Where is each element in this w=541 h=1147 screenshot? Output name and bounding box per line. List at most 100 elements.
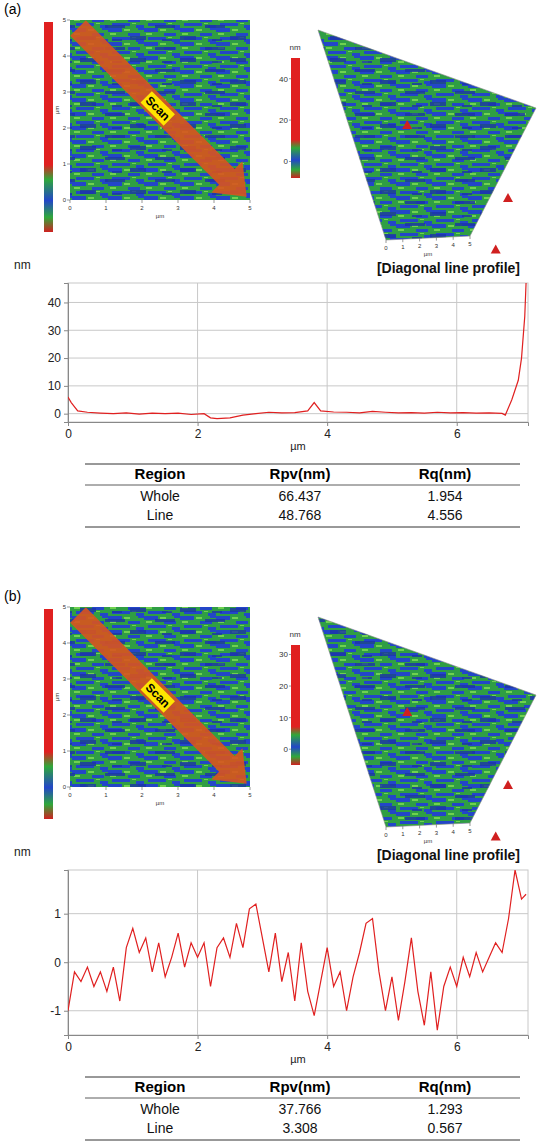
colorbar-tick	[289, 749, 291, 750]
table-cell: 66.437	[279, 488, 322, 504]
y-tick-label: 30	[48, 324, 62, 338]
scan-label-bg	[141, 678, 175, 712]
grid	[68, 870, 528, 1035]
y-tick: 30	[48, 324, 68, 338]
x-axis-title: µm	[290, 1053, 306, 1065]
grid-line-y	[68, 302, 528, 303]
x-tick-label: 0	[65, 427, 72, 441]
map-tick-label: 0	[63, 784, 67, 790]
surface-tick	[436, 825, 437, 828]
map-tick-label: 1	[63, 161, 67, 167]
table-cell: Whole	[140, 1101, 180, 1117]
map-tick	[67, 787, 70, 788]
surface-tick-label: 1	[401, 831, 405, 837]
map-axis-label: µm	[54, 693, 60, 701]
y-tick-label: 10	[48, 379, 62, 393]
map-tick-label: 1	[63, 748, 67, 754]
panel-label: (b)	[4, 588, 21, 604]
y-tick-label: 1	[54, 907, 61, 921]
x-tick: 6	[454, 1035, 461, 1054]
surface-peak	[503, 780, 513, 789]
axis-line	[69, 423, 529, 427]
colorbar-tick-label: 40	[279, 75, 288, 84]
surface-tick-label: 4	[452, 242, 456, 248]
x-tick: 4	[324, 422, 331, 441]
tick-mark	[64, 914, 68, 915]
map-tick	[67, 20, 70, 21]
marks	[68, 283, 526, 419]
surface-tick	[402, 239, 403, 242]
y-tick-label: -1	[50, 1004, 61, 1018]
map-tick	[67, 56, 70, 57]
colorbar-tick-label: 20	[279, 116, 288, 125]
y-tick-label: 0	[54, 956, 61, 970]
tick-mark	[457, 422, 458, 426]
afm-3d-overlay	[318, 617, 536, 827]
colorbar-tick	[289, 717, 291, 718]
chart-title: [Diagonal line profile]	[377, 260, 520, 276]
grid	[68, 283, 528, 422]
axis-line	[64, 284, 69, 423]
surface-tick-label: 3	[435, 830, 439, 836]
colorbar-label: nm	[289, 630, 300, 639]
map-tick	[70, 787, 71, 790]
surface-tick	[386, 240, 387, 243]
y-tick-label: 20	[48, 351, 62, 365]
x-tick: 0	[65, 1035, 72, 1054]
map-tick-label: 5	[248, 205, 252, 211]
map-tick	[142, 787, 143, 790]
y-tick-label: 0	[54, 407, 61, 421]
afm-3d-edge	[318, 30, 536, 240]
scan-label: Scan	[143, 680, 173, 710]
x-tick: 2	[195, 1035, 202, 1054]
table-cell: 4.556	[427, 507, 462, 523]
y-tick: 20	[48, 351, 68, 365]
table-cell: 0.567	[427, 1120, 462, 1136]
panel-b: (b)001122334455µmµmScannm0102030012345µm…	[4, 588, 536, 1140]
table-cell: Whole	[140, 488, 180, 504]
surface-tick-label: 2	[418, 830, 422, 836]
panel-label: (a)	[4, 1, 21, 17]
afm-3d-surface	[318, 617, 536, 827]
table-rule	[85, 485, 520, 486]
map-tick-label: 4	[63, 640, 67, 646]
map-axis-label: µm	[54, 106, 60, 114]
map-tick-label: 0	[63, 197, 67, 203]
surface-peak	[491, 831, 501, 840]
tick-mark	[327, 422, 328, 426]
map-tick	[67, 607, 70, 608]
map-tick	[214, 787, 215, 790]
tick-mark	[64, 1011, 68, 1012]
map-tick-label: 1	[104, 205, 108, 211]
table-rule	[85, 527, 520, 528]
color-strip	[44, 609, 53, 819]
map-tick-label: 0	[68, 205, 72, 211]
tick-mark	[198, 422, 199, 426]
colorbar-tick	[289, 686, 291, 687]
x-tick-label: 4	[324, 427, 331, 441]
grid-line-x	[197, 283, 198, 422]
x-tick: 6	[454, 422, 461, 441]
plot-frame	[68, 870, 528, 1035]
tick-mark	[327, 1035, 328, 1039]
y-tick-label: 40	[48, 296, 62, 310]
scan-arrow: Scan	[62, 599, 262, 799]
table-cell: 3.308	[282, 1120, 317, 1136]
surface-axis-label: µm	[424, 838, 432, 844]
x-tick: 0	[65, 422, 72, 441]
map-tick-label: 2	[63, 712, 67, 718]
table-cell: 48.768	[279, 507, 322, 523]
table-cell: 1.954	[427, 488, 462, 504]
map-tick-label: 2	[63, 125, 67, 131]
colorbar	[291, 58, 300, 178]
panel-a: (a)001122334455µmµmScannm02040012345µmnm…	[4, 1, 536, 527]
colorbar-tick	[289, 78, 291, 79]
surface-tick	[419, 825, 420, 828]
map-tick	[67, 751, 70, 752]
tick-mark	[64, 302, 68, 303]
surface-tick-label: 5	[468, 241, 472, 247]
map-axis-label: µm	[156, 800, 164, 806]
colorbar-tick-label: 10	[279, 714, 288, 723]
y-tick: 0	[54, 407, 68, 421]
x-tick-label: 2	[195, 427, 202, 441]
